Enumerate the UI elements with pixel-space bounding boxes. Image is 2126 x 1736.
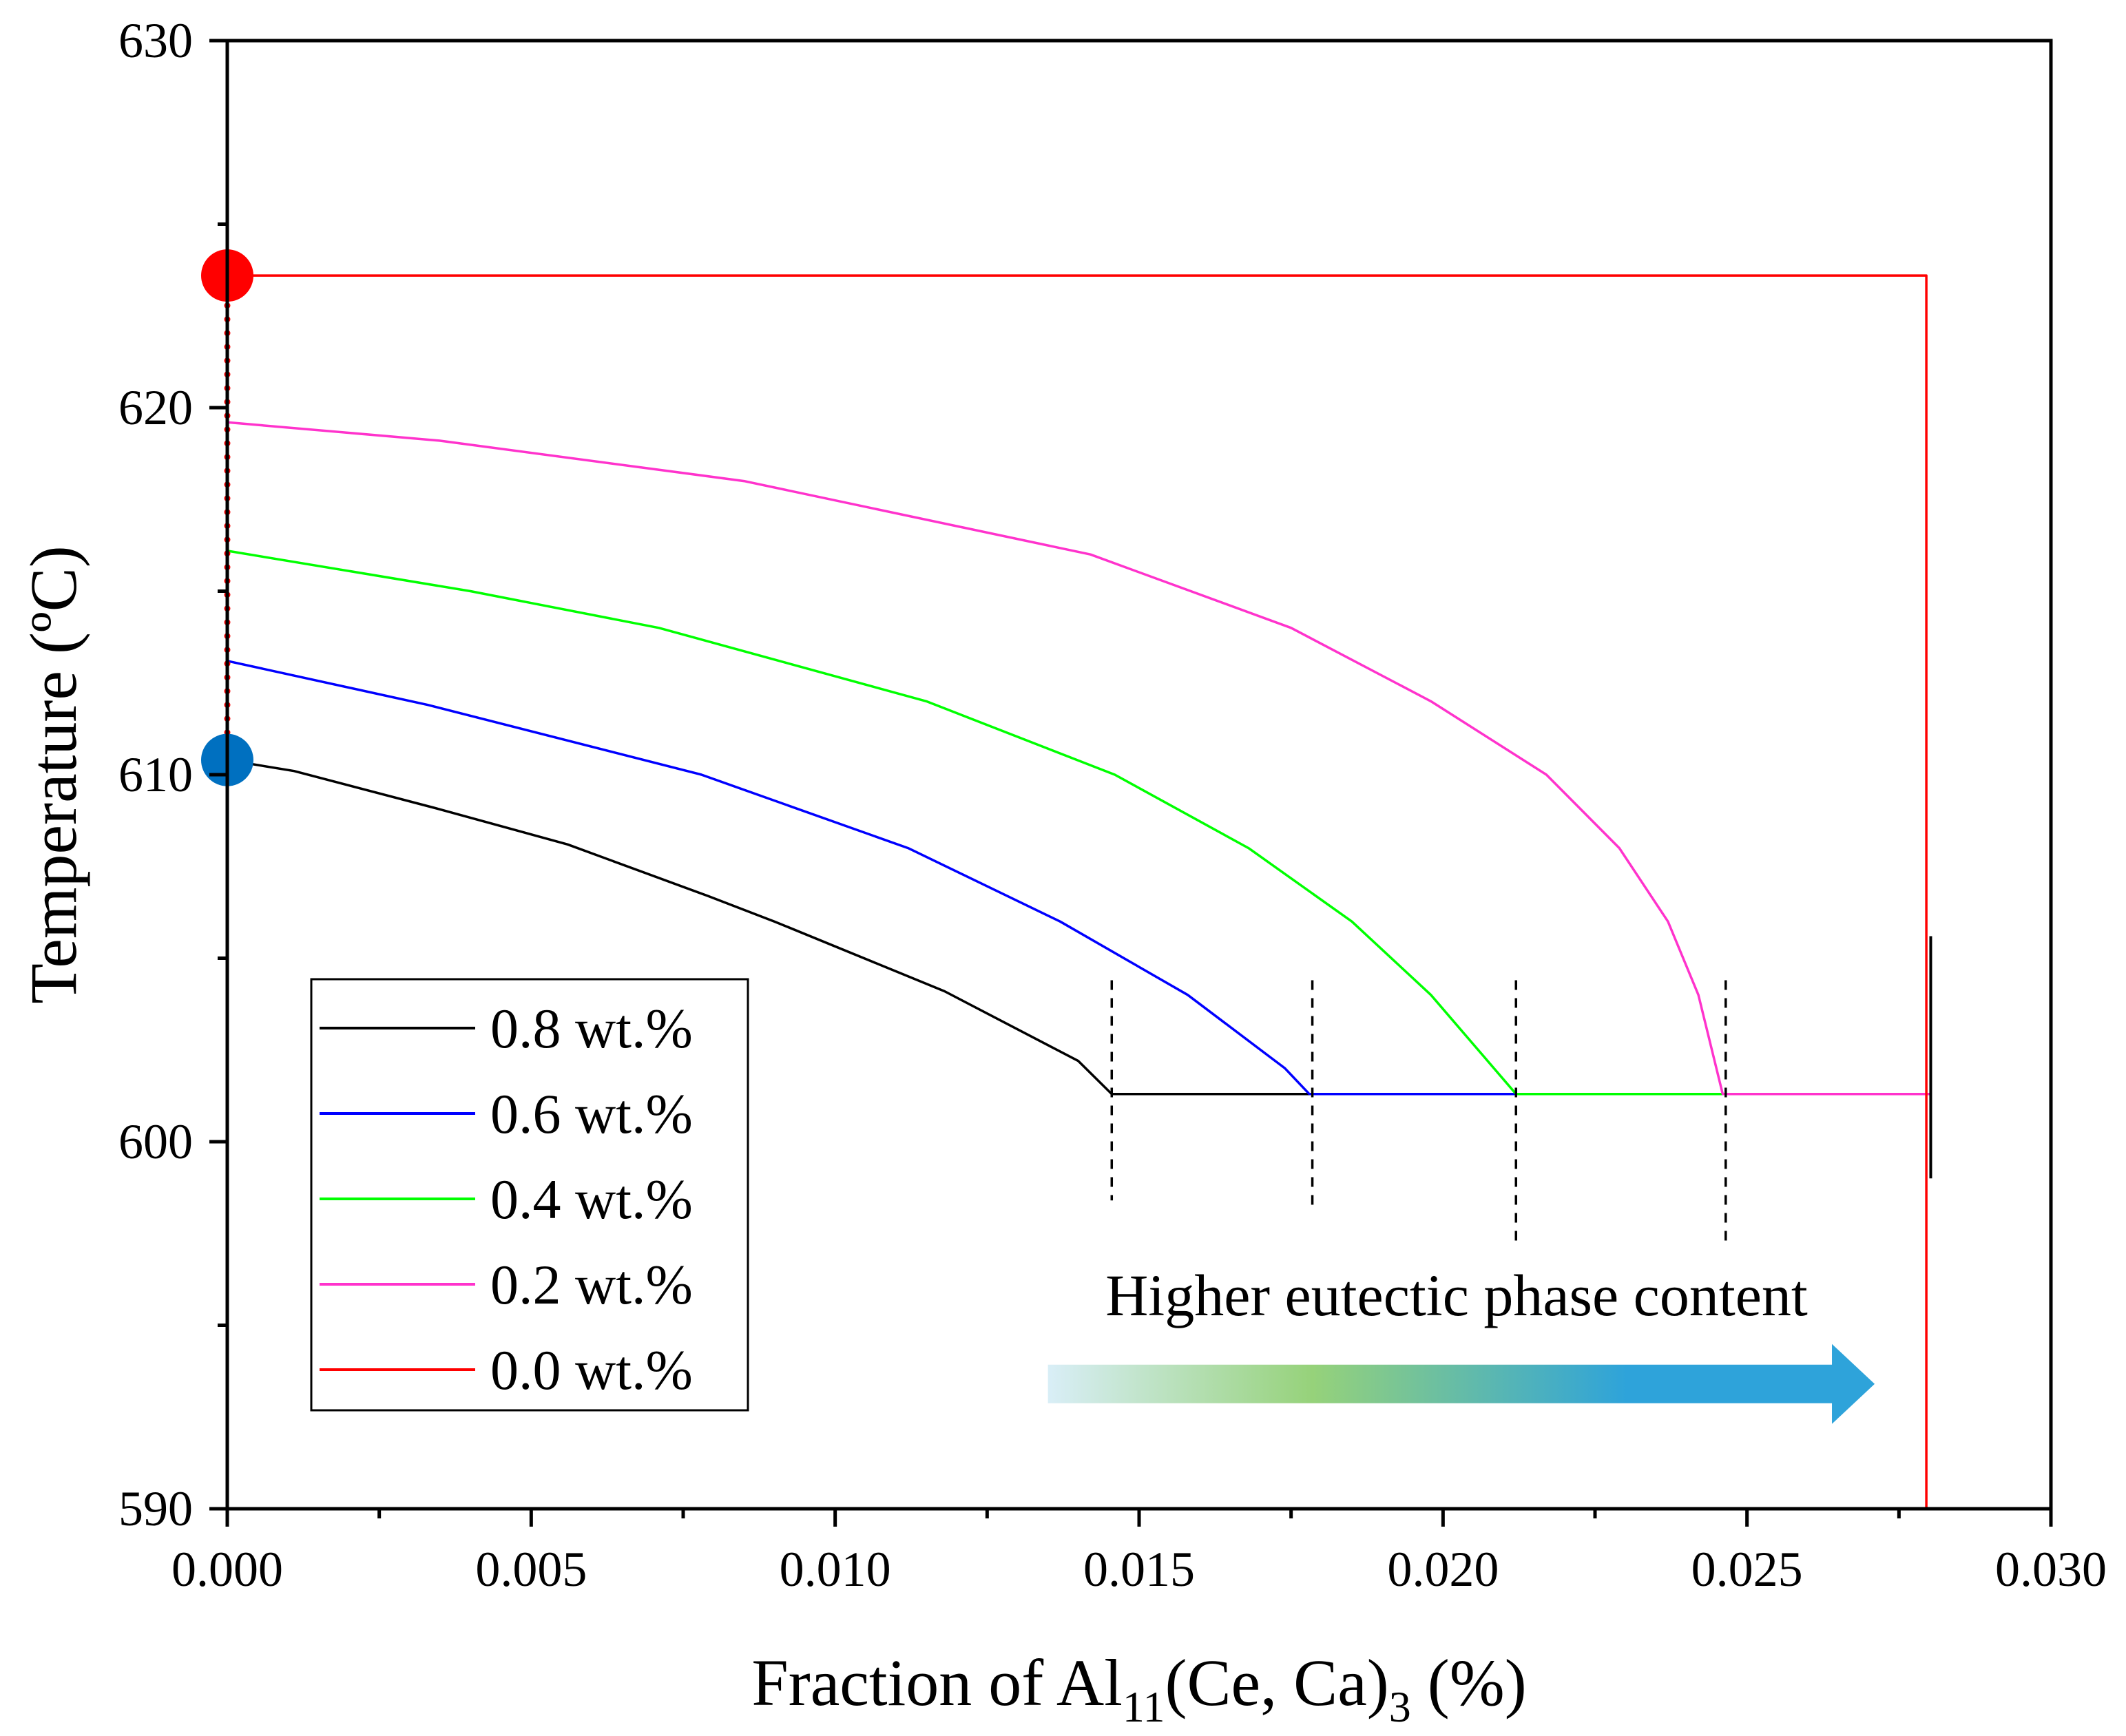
y-tick-label: 600 <box>118 1114 193 1169</box>
annotation-text: Higher eutectic phase content <box>1105 1262 1808 1328</box>
tick-labels: 0.000 0.005 0.010 0.015 0.020 0.025 0.030 590 60… <box>118 13 2107 1597</box>
x-tick-label: 0.000 <box>171 1542 283 1597</box>
y-axis-title: Temperature (ºC) <box>17 545 90 1003</box>
x-tick-label: 0.015 <box>1083 1542 1195 1597</box>
legend-box <box>310 978 749 1412</box>
series-line-04 <box>227 550 1723 1096</box>
y-tick-label: 630 <box>118 13 193 68</box>
y-tick-label: 620 <box>118 380 193 435</box>
y-tick-label: 610 <box>118 747 193 802</box>
legend-label: 0.2 wt.% <box>490 1253 693 1316</box>
legend-label: 0.0 wt.% <box>490 1339 693 1401</box>
legend: 0.8 wt.% 0.6 wt.% 0.4 wt.% 0.2 wt.% 0.0 wt.% <box>310 978 749 1412</box>
series-line-06 <box>227 660 1517 1096</box>
arrow-right-icon <box>1048 1343 1875 1424</box>
x-tick-label: 0.030 <box>1995 1542 2107 1597</box>
x-tick-label: 0.020 <box>1387 1542 1499 1597</box>
y-tick-label: 590 <box>118 1481 193 1536</box>
series-line-02 <box>227 421 1930 1096</box>
dashed-markers <box>1110 980 1727 1245</box>
x-tick-label: 0.005 <box>475 1542 587 1597</box>
axis-ticks <box>209 39 2053 1527</box>
legend-label: 0.4 wt.% <box>490 1168 693 1231</box>
legend-label: 0.6 wt.% <box>490 1083 693 1145</box>
series-line-00 <box>227 274 1928 1510</box>
x-axis-title: Fraction of Al11(Ce, Ca)3 (%) <box>751 1646 1526 1731</box>
legend-label: 0.8 wt.% <box>490 997 693 1060</box>
x-tick-label: 0.025 <box>1691 1542 1803 1597</box>
x-tick-label: 0.010 <box>780 1542 891 1597</box>
